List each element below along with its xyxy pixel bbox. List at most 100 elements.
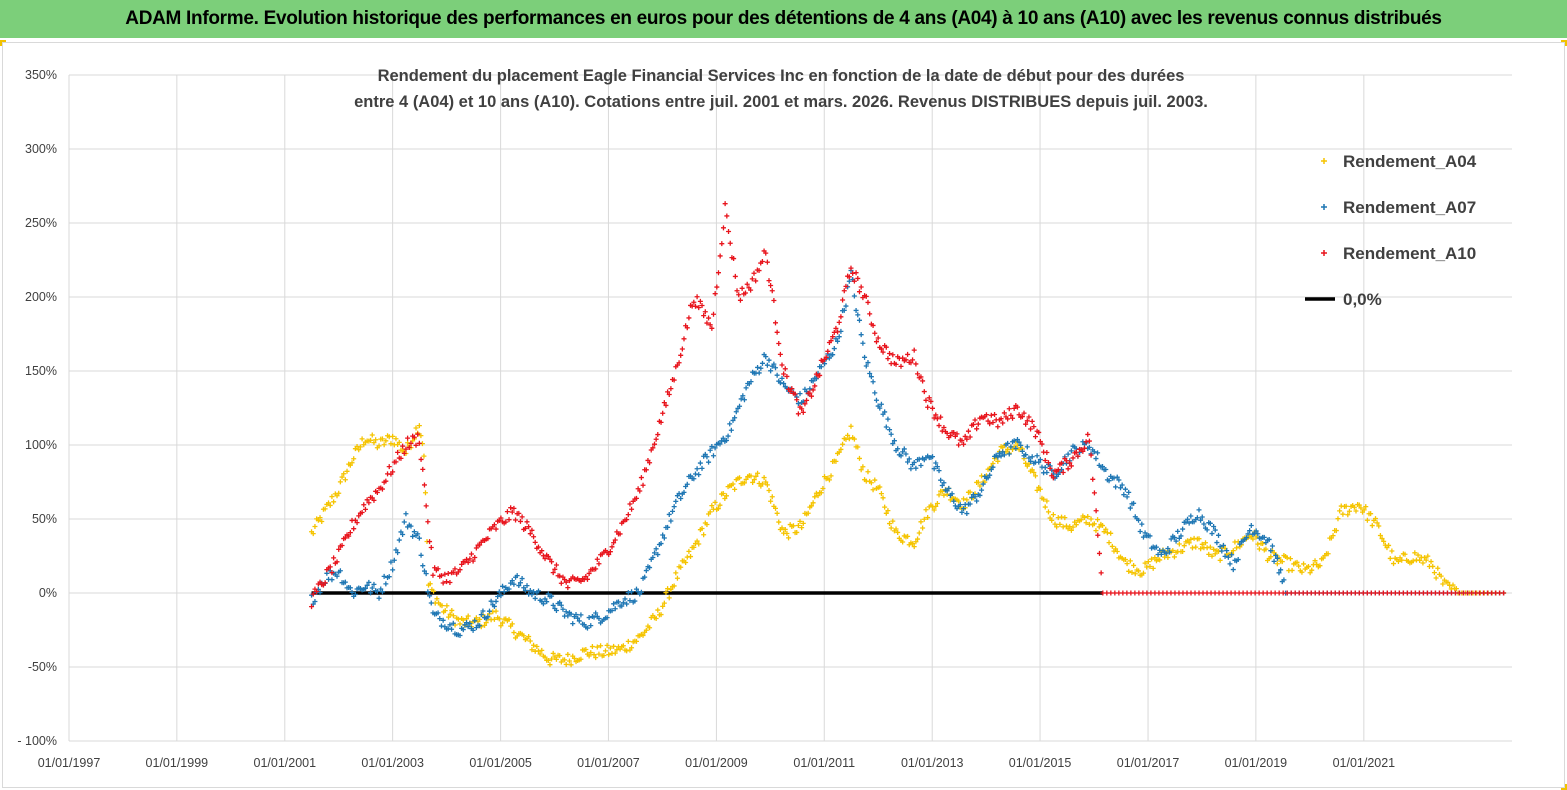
y-tick-label: 50% <box>32 512 57 526</box>
data-point <box>652 550 658 556</box>
data-point <box>408 523 414 529</box>
data-point <box>1034 453 1040 459</box>
data-point <box>1067 460 1073 466</box>
data-point <box>818 364 824 370</box>
data-point <box>732 273 738 279</box>
data-point <box>401 450 407 456</box>
data-point <box>534 643 540 649</box>
data-point <box>740 393 746 399</box>
data-point <box>655 607 661 613</box>
data-point <box>722 201 728 207</box>
data-point <box>326 500 332 506</box>
data-point <box>820 486 826 492</box>
data-point <box>722 496 728 502</box>
x-tick-label: 01/01/2015 <box>1009 756 1072 770</box>
data-point <box>926 395 932 401</box>
data-point <box>726 228 732 234</box>
data-point <box>1073 449 1079 455</box>
data-point <box>312 523 318 529</box>
data-point <box>532 595 538 601</box>
data-point <box>369 432 375 438</box>
data-point <box>867 370 873 376</box>
data-point <box>550 570 556 576</box>
data-point <box>855 312 861 318</box>
data-point <box>759 259 765 265</box>
data-point <box>1206 551 1212 557</box>
data-point <box>327 564 333 570</box>
data-point <box>918 462 924 468</box>
data-point <box>465 559 471 565</box>
data-point <box>346 533 352 539</box>
y-tick-label: 300% <box>25 142 57 156</box>
data-point <box>1036 429 1042 435</box>
data-point <box>737 403 743 409</box>
data-point <box>769 288 775 294</box>
data-point <box>364 497 370 503</box>
data-point <box>727 240 733 246</box>
data-point <box>445 571 451 577</box>
data-point <box>1305 563 1311 569</box>
data-point <box>804 397 810 403</box>
data-point <box>647 625 653 631</box>
data-point <box>1059 460 1065 466</box>
data-point <box>660 603 666 609</box>
data-point <box>851 293 857 299</box>
data-point <box>1044 470 1050 476</box>
data-point <box>697 298 703 304</box>
data-point <box>1243 535 1249 541</box>
data-point <box>888 525 894 531</box>
data-point <box>415 531 421 537</box>
data-point <box>756 268 762 274</box>
data-point <box>386 464 392 470</box>
data-point <box>549 656 555 662</box>
data-point <box>815 493 821 499</box>
data-point <box>322 506 328 512</box>
data-point <box>620 600 626 606</box>
data-point <box>764 482 770 488</box>
data-point <box>931 415 937 421</box>
data-point <box>1203 540 1208 546</box>
data-point <box>576 618 582 624</box>
data-point <box>661 535 667 541</box>
data-point <box>918 374 924 380</box>
data-point <box>833 325 839 331</box>
data-point <box>923 507 929 513</box>
data-point <box>1021 410 1027 416</box>
data-point <box>1420 560 1426 566</box>
data-point <box>596 651 602 657</box>
data-point <box>309 604 315 610</box>
data-point <box>977 483 983 489</box>
data-point <box>720 490 726 496</box>
data-point <box>1250 536 1256 542</box>
data-point <box>609 608 615 614</box>
data-point <box>794 529 800 535</box>
data-point <box>944 430 950 436</box>
data-point <box>725 433 731 439</box>
data-point <box>1196 536 1202 542</box>
data-point <box>383 478 389 484</box>
data-point <box>1034 487 1040 493</box>
data-point <box>1103 526 1109 532</box>
data-point <box>856 455 862 461</box>
data-point <box>629 645 635 651</box>
data-point <box>1152 555 1158 561</box>
data-point <box>1373 516 1379 522</box>
data-point <box>737 297 743 303</box>
data-point <box>908 466 914 472</box>
data-point <box>583 647 589 653</box>
data-point <box>624 648 630 654</box>
data-point <box>331 555 337 561</box>
data-point <box>643 467 649 473</box>
data-point <box>835 338 841 344</box>
data-point <box>1149 556 1155 562</box>
axis-labels-layer: 350% 300% 250% 200% 150% 100% 50% 0% -50% - 100% 0… <box>17 68 1395 770</box>
data-point <box>611 643 617 649</box>
data-point <box>872 390 878 396</box>
data-point <box>753 473 759 479</box>
data-point <box>860 340 866 346</box>
data-point <box>1006 406 1012 412</box>
data-point <box>591 652 597 658</box>
data-point <box>376 443 382 449</box>
data-point <box>833 336 839 342</box>
data-point <box>1023 421 1029 427</box>
